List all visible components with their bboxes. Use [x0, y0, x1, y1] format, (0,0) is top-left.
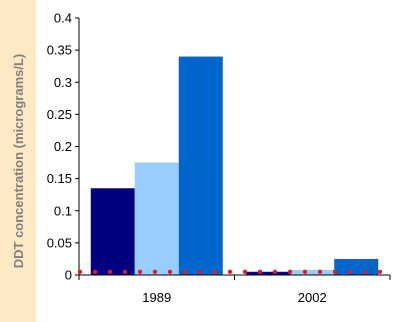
- threshold-dot: [362, 269, 368, 274]
- threshold-dot: [377, 269, 383, 274]
- threshold-dot: [167, 269, 173, 274]
- threshold-dot: [227, 269, 233, 274]
- y-tick-label: 0.05: [47, 235, 72, 250]
- threshold-dot: [317, 269, 323, 274]
- y-axis-label-container: DDT concentration (micrograms/L): [11, 54, 26, 269]
- threshold-dot: [347, 269, 353, 274]
- y-tick-label: 0.25: [47, 107, 72, 122]
- y-tick-label: 0.1: [54, 203, 72, 218]
- threshold-dot: [137, 269, 143, 274]
- threshold-dot: [332, 269, 338, 274]
- y-tick-label: 0.35: [47, 43, 72, 58]
- threshold-dot: [272, 269, 278, 274]
- threshold-dot: [287, 269, 293, 274]
- threshold-dot: [302, 269, 308, 274]
- y-tick-label: 0: [65, 268, 72, 283]
- threshold-dot: [197, 269, 203, 274]
- threshold-dot: [152, 269, 158, 274]
- threshold-line: [77, 269, 383, 274]
- y-tick-label: 0.2: [54, 139, 72, 154]
- x-tick-label-2002: 2002: [298, 290, 327, 305]
- threshold-dot: [257, 269, 263, 274]
- bar-2002-s1: [246, 271, 291, 275]
- y-tick-label: 0.3: [54, 75, 72, 90]
- bar-1989-s2: [134, 162, 179, 275]
- axes-layer: [75, 17, 391, 280]
- threshold-dot: [92, 269, 98, 274]
- threshold-dot: [77, 269, 83, 274]
- threshold-dot: [242, 269, 248, 274]
- tick-labels-layer: 0 0.05 0.1 0.15 0.2 0.25 0.3 0.35 0.4 1989 2002: [47, 11, 327, 306]
- threshold-dot: [107, 269, 113, 274]
- bar-1989-s3: [178, 56, 223, 275]
- bars-layer: [90, 56, 379, 275]
- y-axis-label: DDT concentration (micrograms/L): [11, 54, 26, 269]
- bar-2002-s2: [290, 269, 335, 275]
- bar-2002-s3: [334, 258, 379, 275]
- x-tick-label-1989: 1989: [142, 290, 171, 305]
- threshold-dot: [182, 269, 188, 274]
- bar-1989-s1: [90, 188, 135, 275]
- y-tick-label: 0.15: [47, 171, 72, 186]
- threshold-dot: [122, 269, 128, 274]
- y-tick-label: 0.4: [54, 11, 72, 26]
- threshold-dot: [212, 269, 218, 274]
